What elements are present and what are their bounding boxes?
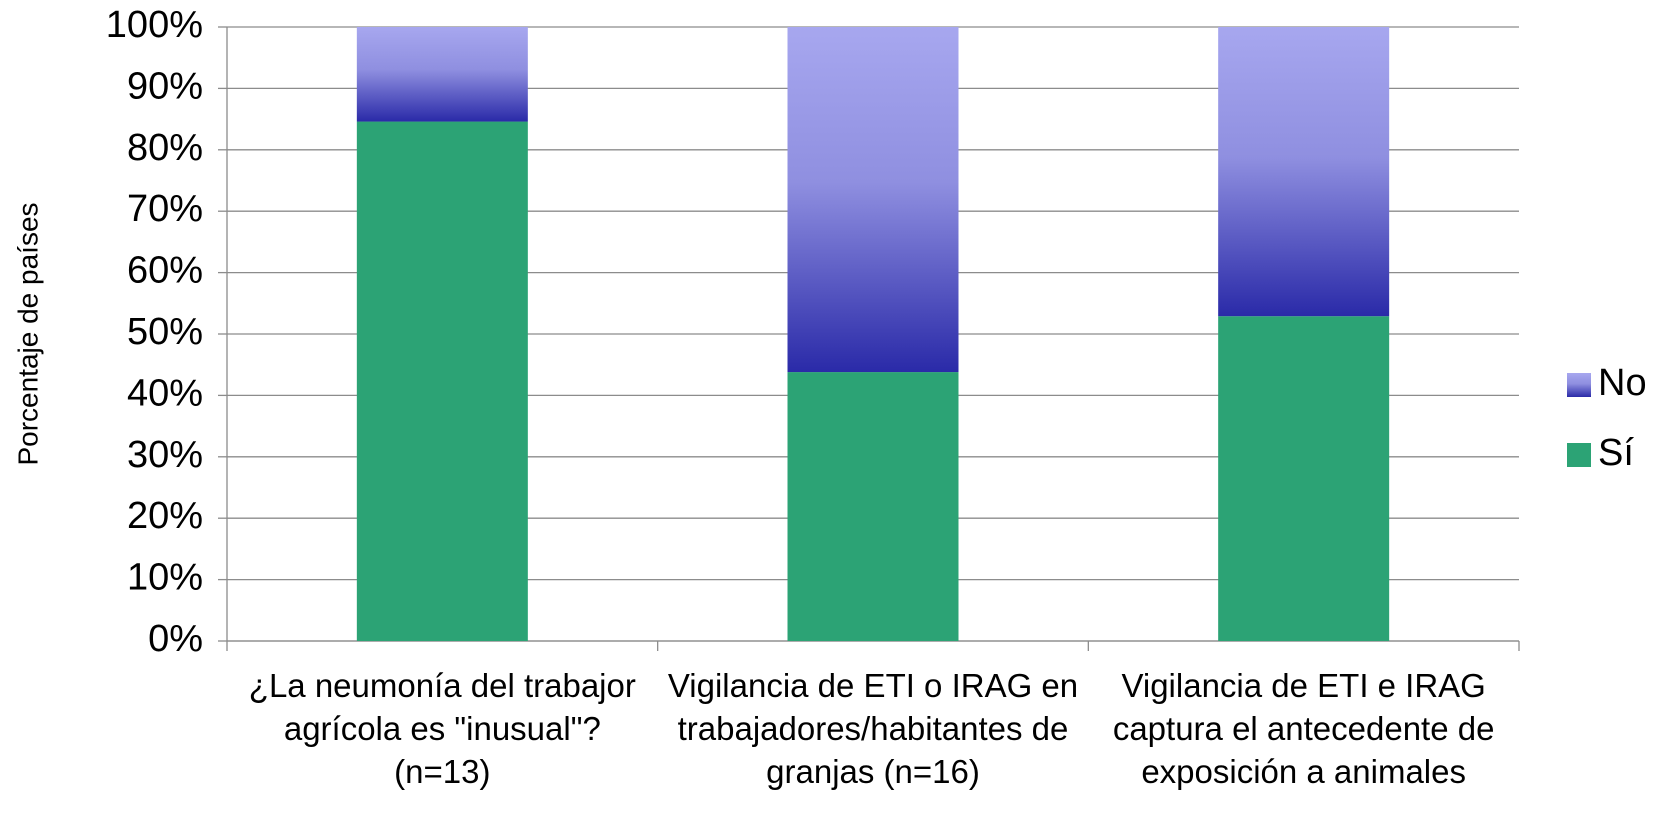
legend-swatch xyxy=(1567,373,1591,397)
legend-swatch xyxy=(1567,443,1591,467)
bar-segment xyxy=(356,121,528,641)
y-tick-label: 10% xyxy=(127,557,203,599)
legend-label: Sí xyxy=(1598,432,1634,474)
legend-label: No xyxy=(1598,362,1647,404)
y-tick-label: 0% xyxy=(148,618,203,660)
y-tick-label: 40% xyxy=(127,372,203,414)
bar-segment xyxy=(787,372,959,641)
y-tick-label: 70% xyxy=(127,188,203,230)
y-axis-title: Porcentaje de países xyxy=(12,202,43,465)
bar-segment xyxy=(1218,316,1390,641)
bar-segment xyxy=(356,27,528,122)
x-tick-label: ¿La neumonía del trabajor agrícola es "i… xyxy=(248,667,636,790)
x-tick-label: Vigilancia de ETI o IRAG en trabajadores… xyxy=(667,667,1079,790)
y-tick-label: 100% xyxy=(106,4,203,46)
y-tick-label: 90% xyxy=(127,65,203,107)
bar-segment xyxy=(1218,27,1390,317)
bar-segment xyxy=(787,27,959,373)
y-tick-label: 80% xyxy=(127,127,203,169)
x-tick-label: Vigilancia de ETI e IRAG captura el ante… xyxy=(1112,667,1495,790)
y-tick-label: 50% xyxy=(127,311,203,353)
y-tick-label: 60% xyxy=(127,250,203,292)
y-tick-label: 20% xyxy=(127,495,203,537)
y-tick-label: 30% xyxy=(127,434,203,476)
